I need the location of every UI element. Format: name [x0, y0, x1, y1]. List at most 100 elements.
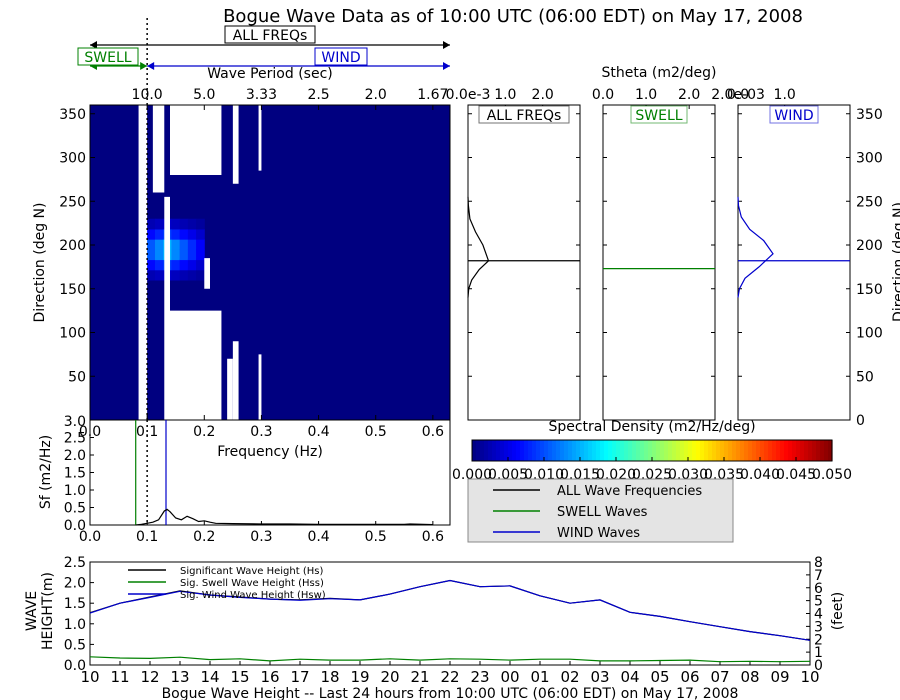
colorbar-swatch	[580, 440, 585, 461]
period-tick-label: 10.0	[132, 87, 163, 103]
height-xtick-label: 04	[620, 668, 639, 686]
heatmap-cell	[155, 249, 164, 261]
heatmap-cell	[187, 249, 197, 261]
sf-xtick-label: 0.1	[136, 529, 158, 545]
stheta-right-ytick-label: 50	[856, 369, 874, 385]
colorbar-swatch	[808, 440, 813, 461]
colorbar-tick-label: 0.040	[740, 467, 780, 483]
height-right-ylabel: (feet)	[830, 592, 846, 631]
colorbar-swatch	[700, 440, 705, 461]
heatmap-cell	[187, 218, 197, 230]
legend-item-label: WIND Waves	[557, 526, 640, 541]
heatmap-cell	[171, 259, 181, 271]
height-xtick-label: 01	[530, 668, 549, 686]
height-right-tick-label: 5	[814, 594, 823, 610]
heatmap-cell	[179, 218, 189, 230]
colorbar-swatch	[708, 440, 713, 461]
colorbar-swatch	[616, 440, 621, 461]
heatmap-cell	[196, 228, 205, 240]
stheta-xtick-label: 1.0	[635, 87, 657, 103]
stheta-xtick-label: 0.0	[592, 87, 614, 103]
heatmap-gap	[152, 105, 165, 193]
heatmap-cell	[187, 259, 197, 271]
stheta-right-ytick-label: 150	[856, 282, 883, 298]
height-xtick-label: 05	[650, 668, 669, 686]
heatmap-xtick-label: 0.4	[307, 424, 329, 440]
swell-label-box	[77, 47, 139, 66]
colorbar-swatch	[740, 440, 745, 461]
height-xlabel: Bogue Wave Height -- Last 24 hours from …	[162, 686, 739, 700]
legend-item-label: SWELL Waves	[557, 505, 648, 520]
colorbar-swatch	[676, 440, 681, 461]
colorbar-swatch	[516, 440, 521, 461]
height-xtick-label: 13	[170, 668, 189, 686]
colorbar-swatch	[560, 440, 565, 461]
stheta-xtick-label: 2.0	[678, 87, 700, 103]
legend-item-label: ALL Wave Frequencies	[557, 484, 702, 499]
stheta-label-box	[630, 105, 688, 124]
heatmap-gap	[258, 354, 262, 420]
colorbar-swatch	[800, 440, 805, 461]
colorbar-swatch	[712, 440, 717, 461]
heatmap-cell	[196, 249, 205, 261]
height-legend-label: Sig. Swell Wave Height (Hss)	[180, 578, 324, 589]
arrow-head	[147, 62, 155, 70]
period-tick-label: 2.0	[365, 87, 387, 103]
height-legend-label: Significant Wave Height (Hs)	[180, 566, 323, 577]
stheta-right-ylabel: Direction (deg N)	[891, 202, 900, 322]
colorbar-swatch	[608, 440, 613, 461]
height-ytick-label: 1.5	[64, 596, 86, 612]
stheta-panel-label: SWELL	[635, 108, 682, 124]
colorbar-swatch	[632, 440, 637, 461]
height-xtick-label: 18	[320, 668, 339, 686]
heatmap-cell	[196, 259, 205, 271]
sf-ytick-label: 2.5	[64, 431, 86, 447]
colorbar-swatch	[520, 440, 525, 461]
height-xtick-label: 11	[110, 668, 129, 686]
colorbar-swatch	[628, 440, 633, 461]
heatmap-ytick-label: 300	[59, 151, 86, 167]
stheta-xtick-label: 1.0	[494, 87, 516, 103]
arrow-head	[140, 62, 148, 70]
heatmap-cell	[179, 249, 189, 261]
colorbar-swatch	[684, 440, 689, 461]
heatmap-xlabel: Frequency (Hz)	[217, 444, 323, 460]
period-axis-label: Wave Period (sec)	[207, 66, 333, 82]
arrow-head	[443, 62, 450, 70]
heatmap-gap	[170, 310, 222, 420]
heatmap-ytick-label: 250	[59, 194, 86, 210]
heatmap-cell	[187, 228, 197, 240]
colorbar: Spectral Density (m2/Hz/deg)0.0000.0050.…	[452, 419, 852, 483]
height-ylabel-line2: HEIGHT(m)	[40, 572, 56, 650]
height-xtick-label: 03	[590, 668, 609, 686]
heatmap-cell	[146, 218, 156, 230]
height-xtick-label: 06	[680, 668, 699, 686]
height-series-line	[89, 656, 811, 663]
height-xtick-label: 09	[770, 668, 789, 686]
sf-ylabel: Sf (m2/Hz)	[38, 435, 54, 509]
heatmap-cell	[171, 249, 181, 261]
height-right-tick-label: 2	[814, 632, 823, 648]
height-series-line	[89, 579, 811, 641]
sf-xtick-label: 0.2	[193, 529, 215, 545]
colorbar-swatch	[756, 440, 761, 461]
heatmap-xtick-label: 0.2	[193, 424, 215, 440]
figure-title: Bogue Wave Data as of 10:00 UTC (06:00 E…	[223, 6, 803, 27]
heatmap-cell	[179, 269, 189, 281]
stheta-panel-label: WIND	[774, 108, 813, 124]
colorbar-swatch	[668, 440, 673, 461]
stheta-panel-frame	[467, 104, 581, 421]
heatmap-ytick-label: 200	[59, 238, 86, 254]
stheta-distribution-curve	[737, 196, 774, 298]
colorbar-swatch	[672, 440, 677, 461]
colorbar-swatch	[504, 440, 509, 461]
colorbar-swatch	[816, 440, 821, 461]
colorbar-swatch	[600, 440, 605, 461]
period-tick-label: 3.33	[246, 87, 277, 103]
colorbar-swatch	[748, 440, 753, 461]
stheta-panel-frame	[602, 104, 716, 421]
directional-spectrum-heatmap: 50 100 150 200 250 300 350 3.0 Direction (deg N)…	[32, 18, 451, 460]
colorbar-swatch	[776, 440, 781, 461]
colorbar-swatch	[620, 440, 625, 461]
heatmap-cell	[155, 269, 164, 281]
